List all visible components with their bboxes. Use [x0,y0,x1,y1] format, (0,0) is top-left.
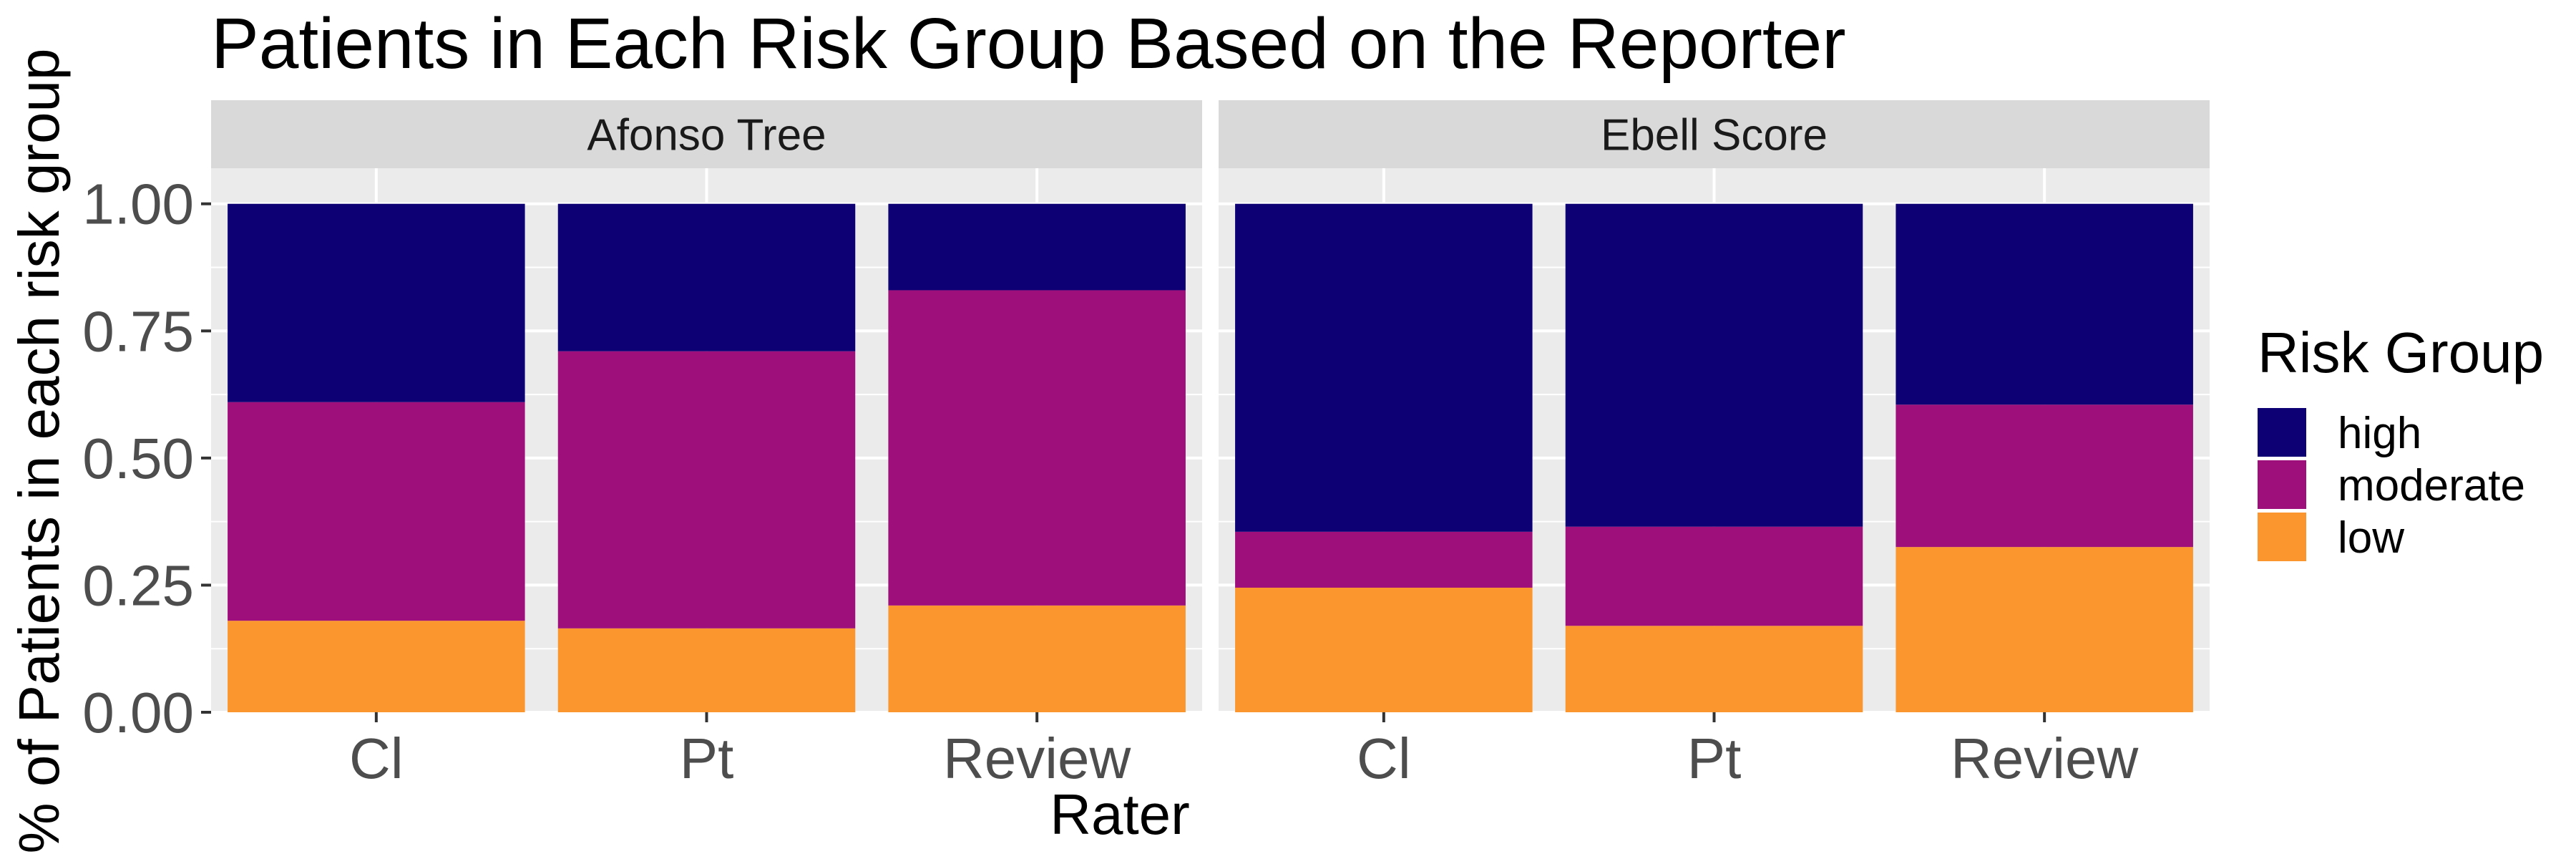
y-tick-label: 1.00 [82,173,194,236]
bar-segment-moderate [228,402,525,621]
x-tick-label: Pt [1687,727,1742,790]
bar-segment-high [1896,203,2193,405]
bar-segment-low [1896,547,2193,712]
bar-segment-moderate [1235,531,1533,588]
facet-strip [1219,100,2210,168]
facet-panels: Afonso Tree Cl Pt Review Ebell Score Cl Pt Revi… [211,100,2210,790]
bar-segment-moderate [557,351,856,629]
x-tick-label: Cl [1357,727,1411,790]
bar-segment-low [1235,587,1533,712]
y-axis: 0.00 0.25 0.50 0.75 1.00 [82,173,211,744]
x-tick-label: Review [943,727,1131,790]
panel-0: Afonso Tree Cl Pt Review [211,100,1202,790]
bar-segment-low [557,628,856,712]
legend-key-low [2258,513,2306,561]
bar-segment-high [228,203,525,402]
x-tick-label: Review [1951,727,2139,790]
x-tick-label: Cl [349,727,404,790]
bar-segment-high [888,203,1186,291]
y-tick-label: 0.75 [82,299,194,363]
legend-key-high [2258,408,2306,457]
legend-title: Risk Group [2258,321,2544,384]
legend-label-moderate: moderate [2338,461,2525,510]
bar-segment-moderate [1896,404,2193,548]
y-tick-label: 0.25 [82,553,194,617]
facet-strip-label: Ebell Score [1601,111,1828,160]
bar-segment-low [888,605,1186,712]
panel-1: Ebell Score Cl Pt Review [1219,100,2210,790]
x-axis-title: Rater [1050,782,1190,846]
legend-key-moderate [2258,460,2306,509]
bar-segment-low [228,621,525,712]
facet-strip-label: Afonso Tree [587,111,826,160]
facet-strip [211,100,1202,168]
x-tick-label: Pt [680,727,734,790]
y-tick-label: 0.00 [82,681,194,744]
bar-segment-high [1235,203,1533,532]
chart-title: Patients in Each Risk Group Based on the… [211,4,1846,84]
legend-label-low: low [2338,513,2404,563]
bar-segment-high [1565,203,1863,527]
bar-segment-low [1565,626,1863,712]
bar-segment-moderate [1565,526,1863,626]
bar-segment-moderate [888,290,1186,606]
bar-segment-high [557,203,856,351]
legend-label-high: high [2338,409,2421,458]
y-axis-title: % of Patients in each risk group [7,48,71,853]
y-tick-label: 0.50 [82,427,194,490]
